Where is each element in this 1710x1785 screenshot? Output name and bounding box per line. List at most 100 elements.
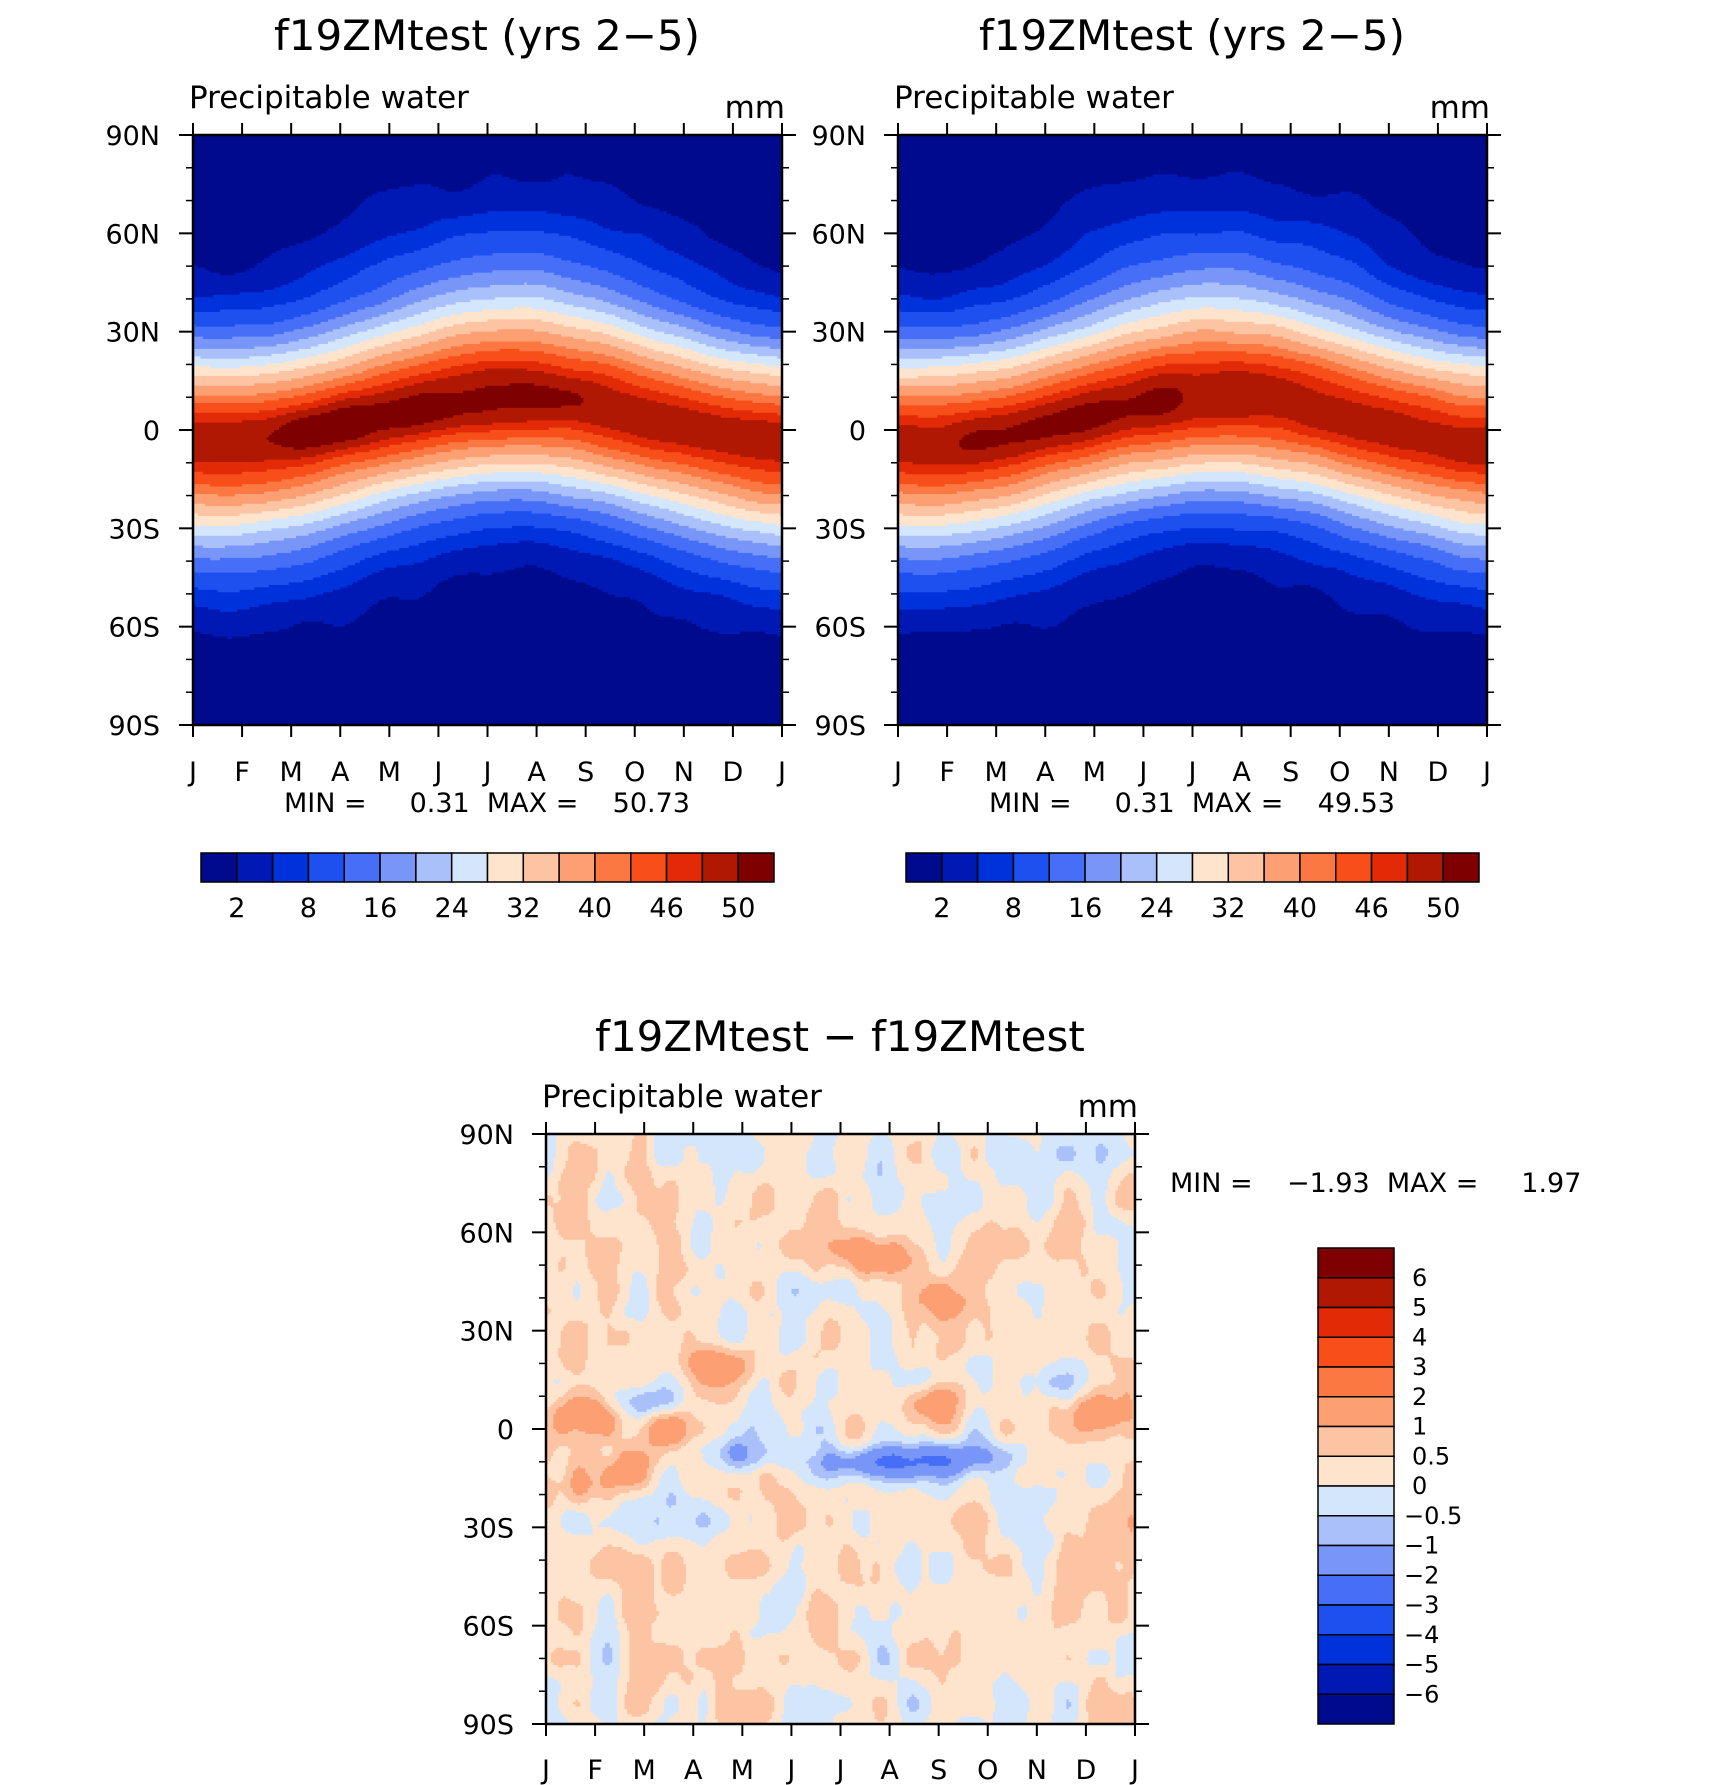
field-cell [732,516,782,520]
field-cell [674,383,709,387]
field-cell [1271,353,1311,357]
field-cell [1403,412,1449,416]
field-cell [656,400,700,404]
field-cell [898,294,911,298]
field-cell [384,567,516,571]
field-cell [1177,321,1255,325]
field-cell [646,1158,658,1162]
variable-label: Precipitable water [542,1079,822,1115]
field-cell [1221,230,1245,234]
field-cell [357,579,444,584]
field-cell [300,314,344,318]
field-cell [1442,255,1487,259]
field-cell [1192,373,1201,377]
field-cell [1111,439,1172,443]
field-cell [1418,471,1478,475]
field-cell [293,476,329,480]
field-cell [961,363,1022,367]
field-cell [1320,484,1356,488]
field-cell [1185,270,1250,274]
field-cell [1327,194,1360,198]
field-cell [833,1158,869,1162]
field-cell [1052,412,1164,416]
field-cell [1030,270,1076,274]
field-cell [898,439,960,443]
field-cell [898,169,1487,173]
field-cell [1302,321,1338,325]
field-cell [1356,316,1392,320]
field-cell [898,402,948,407]
field-cell [808,1276,859,1280]
field-cell [1298,297,1346,301]
field-cell [1063,1200,1080,1204]
field-cell [460,503,560,507]
field-cell [1410,459,1456,463]
field-cell [1158,579,1267,584]
field-cell [669,498,709,502]
field-cell [1153,388,1179,392]
field-cell [193,540,270,544]
field-cell [514,567,545,571]
field-cell [894,1271,932,1275]
field-cell [1084,265,1130,269]
field-cell [369,493,408,497]
field-cell [588,508,631,512]
field-cell [1150,260,1272,264]
x-tick-label: J [432,757,442,788]
field-cell [193,663,782,667]
colorbar-swatch [1335,852,1373,883]
field-cell [1113,326,1159,330]
field-cell [612,184,782,188]
field-cell [514,307,533,311]
field-cell [1064,201,1370,205]
field-cell [646,1136,655,1140]
field-cell [546,1193,559,1197]
field-cell [933,1239,952,1243]
field-cell [757,262,782,266]
field-cell [193,702,782,706]
field-cell [1117,1269,1135,1273]
field-cell [394,533,459,537]
field-cell [369,442,403,446]
field-cell [286,466,332,470]
field-cell [1435,299,1487,303]
field-cell [1396,567,1454,571]
field-cell [1266,363,1316,367]
field-cell [970,1232,1026,1236]
field-cell [674,334,709,338]
field-cell [974,489,1029,493]
field-cell [1244,171,1487,175]
field-cell [1108,1180,1121,1184]
field-cell [381,383,415,387]
field-cell [1010,326,1049,330]
field-cell [739,1222,805,1226]
field-cell [898,516,997,520]
field-cell [974,552,1041,556]
field-cell [546,1143,557,1147]
field-cell [492,471,543,475]
field-cell [1095,1232,1135,1236]
field-cell [693,1249,712,1253]
field-cell [193,166,782,171]
field-cell [583,430,621,434]
field-cell [632,383,675,387]
field-cell [906,1148,923,1152]
x-tick-label: J [482,757,492,788]
field-cell [1391,474,1432,478]
field-cell [1074,304,1110,308]
field-cell [928,1283,950,1288]
field-cell [448,277,572,281]
field-cell [898,543,963,547]
field-cell [1030,518,1066,522]
field-cell [1003,535,1051,539]
field-cell [1352,260,1385,264]
panel-title: f19ZMtest (yrs 2−5) [979,11,1405,60]
field-cell [742,1170,756,1174]
field-cell [364,486,400,490]
field-cell [1133,240,1277,244]
field-cell [631,1143,648,1147]
field-cell [992,1168,1114,1172]
field-cell [1290,430,1329,434]
field-cell [970,1153,979,1157]
field-cell [1005,395,1044,399]
